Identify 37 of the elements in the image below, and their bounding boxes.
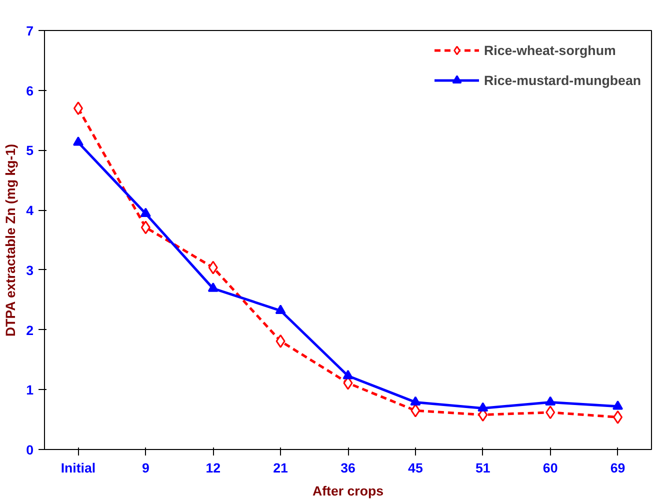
y-tick-label: 0	[26, 442, 34, 458]
x-axis-title: After crops	[312, 484, 384, 498]
point	[342, 370, 354, 380]
y-tick-label: 6	[26, 83, 34, 98]
point	[72, 136, 84, 146]
point	[208, 282, 218, 292]
x-tick-label: Initial	[60, 460, 96, 476]
x-tick-label: 60	[542, 460, 558, 476]
point	[612, 400, 624, 410]
point	[546, 406, 556, 420]
point	[73, 102, 83, 116]
point	[410, 404, 420, 418]
y-tick-label: 2	[26, 322, 34, 338]
x-tick-label: 12	[206, 460, 221, 476]
x-tick-label: 36	[340, 460, 356, 476]
point	[613, 410, 623, 424]
y-axis-title: DTPA extractable Zn (mg kg-1)	[3, 144, 18, 337]
point	[140, 220, 150, 234]
x-tick-label: 21	[273, 460, 289, 476]
point	[545, 396, 556, 406]
point	[275, 304, 286, 314]
point	[276, 334, 286, 348]
y-tick-label: 1	[26, 382, 34, 398]
legend-label: Rice-mustard-mungbean	[484, 72, 641, 88]
y-tick-label: 7	[26, 24, 34, 38]
point	[208, 260, 218, 274]
point	[140, 208, 151, 218]
x-tick-label: 45	[408, 460, 424, 476]
x-tick-label: 51	[475, 460, 491, 476]
y-tick-label: 5	[26, 143, 34, 158]
point	[478, 402, 488, 412]
y-tick-label: 4	[26, 203, 34, 218]
y-tick-label: 3	[26, 262, 34, 278]
legend-label: Rice-wheat-sorghum	[484, 42, 616, 58]
x-tick-label: 69	[610, 460, 626, 476]
x-tick-label: 9	[142, 460, 150, 476]
point	[410, 396, 421, 406]
